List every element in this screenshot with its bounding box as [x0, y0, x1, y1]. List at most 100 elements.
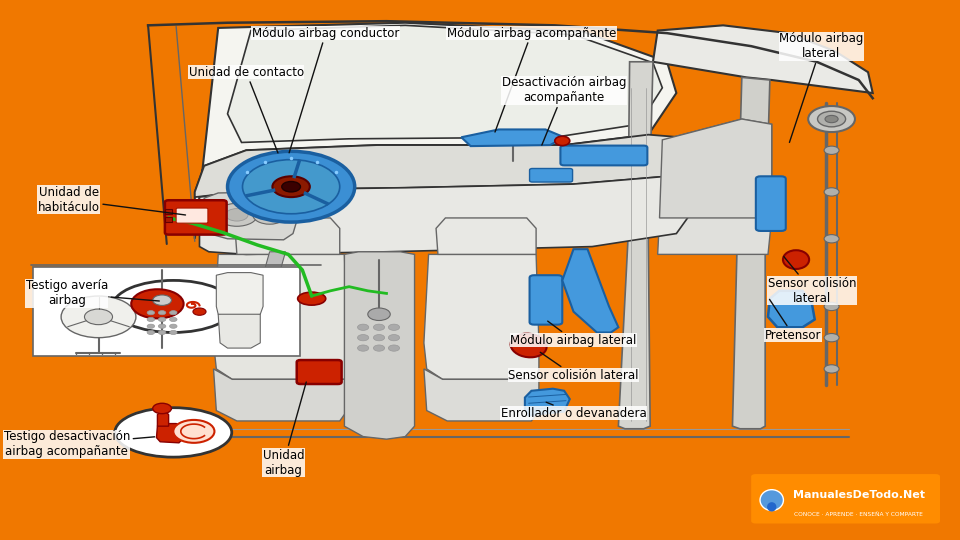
Ellipse shape — [298, 292, 325, 305]
Circle shape — [132, 289, 183, 319]
Polygon shape — [732, 77, 770, 429]
FancyBboxPatch shape — [561, 146, 647, 165]
Circle shape — [158, 324, 166, 328]
Polygon shape — [660, 119, 772, 218]
Ellipse shape — [112, 280, 234, 333]
Circle shape — [389, 335, 399, 341]
Circle shape — [243, 160, 340, 214]
FancyBboxPatch shape — [297, 360, 342, 384]
Circle shape — [216, 204, 257, 226]
Polygon shape — [618, 62, 653, 429]
Text: CONOCE · APRENDE · ENSEÑA Y COMPARTE: CONOCE · APRENDE · ENSEÑA Y COMPARTE — [794, 512, 924, 517]
Text: Sensor colisión
lateral: Sensor colisión lateral — [768, 256, 856, 305]
Polygon shape — [200, 166, 695, 254]
Polygon shape — [195, 134, 685, 197]
Polygon shape — [218, 314, 260, 348]
Text: Módulo airbag
lateral: Módulo airbag lateral — [780, 32, 863, 143]
Circle shape — [170, 310, 177, 315]
Circle shape — [174, 420, 214, 443]
Polygon shape — [424, 254, 539, 379]
Text: Pretensor: Pretensor — [765, 299, 822, 342]
Circle shape — [824, 302, 839, 310]
Polygon shape — [228, 25, 662, 143]
FancyBboxPatch shape — [165, 217, 173, 222]
Circle shape — [825, 116, 838, 123]
Circle shape — [818, 111, 846, 127]
Polygon shape — [525, 389, 570, 416]
Circle shape — [824, 188, 839, 196]
Polygon shape — [462, 130, 564, 146]
Circle shape — [158, 310, 166, 315]
Polygon shape — [653, 25, 873, 93]
Polygon shape — [157, 411, 169, 426]
Text: Testigo desactivación
airbag acompañante: Testigo desactivación airbag acompañante — [4, 430, 155, 458]
Text: Testigo avería
airbag: Testigo avería airbag — [26, 279, 159, 307]
FancyBboxPatch shape — [165, 200, 227, 234]
Circle shape — [147, 324, 155, 328]
Polygon shape — [345, 252, 415, 439]
Ellipse shape — [767, 502, 777, 511]
Circle shape — [147, 310, 155, 315]
Polygon shape — [204, 192, 298, 240]
Circle shape — [389, 324, 399, 330]
Text: Unidad
airbag: Unidad airbag — [263, 382, 306, 477]
FancyBboxPatch shape — [176, 208, 208, 223]
Circle shape — [373, 345, 385, 351]
Circle shape — [368, 308, 390, 321]
Circle shape — [824, 234, 839, 243]
Text: Módulo airbag conductor: Módulo airbag conductor — [252, 26, 399, 153]
Circle shape — [170, 324, 177, 328]
Text: ManualesDeTodo.Net: ManualesDeTodo.Net — [793, 490, 924, 500]
Polygon shape — [563, 249, 618, 333]
Ellipse shape — [783, 250, 809, 269]
Circle shape — [170, 330, 177, 335]
Text: Unidad de
habitáculo: Unidad de habitáculo — [37, 186, 185, 215]
Circle shape — [61, 296, 136, 338]
Polygon shape — [235, 218, 340, 254]
Circle shape — [824, 146, 839, 154]
Ellipse shape — [760, 490, 783, 510]
Text: Sensor colisión lateral: Sensor colisión lateral — [508, 352, 638, 382]
Circle shape — [153, 403, 172, 414]
FancyBboxPatch shape — [530, 168, 572, 182]
Polygon shape — [658, 119, 772, 254]
Circle shape — [373, 324, 385, 330]
Polygon shape — [768, 291, 815, 327]
Circle shape — [357, 335, 369, 341]
Circle shape — [252, 205, 286, 224]
FancyBboxPatch shape — [33, 267, 300, 356]
Circle shape — [153, 295, 172, 306]
Text: Unidad de contacto: Unidad de contacto — [189, 66, 303, 153]
Circle shape — [170, 318, 177, 321]
Circle shape — [357, 345, 369, 351]
Ellipse shape — [555, 136, 570, 146]
Circle shape — [147, 330, 155, 335]
Polygon shape — [213, 254, 348, 379]
FancyBboxPatch shape — [165, 209, 173, 214]
Polygon shape — [213, 369, 348, 421]
Circle shape — [228, 151, 354, 222]
Circle shape — [808, 106, 855, 132]
Circle shape — [282, 181, 300, 192]
FancyBboxPatch shape — [756, 176, 785, 231]
Polygon shape — [251, 252, 285, 333]
Circle shape — [193, 308, 206, 315]
Circle shape — [260, 210, 279, 220]
Circle shape — [373, 335, 385, 341]
Text: Módulo airbag lateral: Módulo airbag lateral — [511, 321, 636, 347]
Circle shape — [357, 324, 369, 330]
Circle shape — [158, 318, 166, 321]
Polygon shape — [424, 369, 539, 421]
Circle shape — [158, 330, 166, 335]
Ellipse shape — [115, 408, 231, 457]
Circle shape — [389, 345, 399, 351]
FancyBboxPatch shape — [530, 275, 563, 325]
Polygon shape — [156, 423, 182, 443]
Circle shape — [147, 318, 155, 321]
Text: Módulo airbag acompañante: Módulo airbag acompañante — [446, 26, 616, 132]
Circle shape — [273, 176, 310, 197]
Circle shape — [824, 334, 839, 342]
Circle shape — [824, 364, 839, 373]
Polygon shape — [195, 23, 677, 239]
Circle shape — [226, 208, 248, 221]
